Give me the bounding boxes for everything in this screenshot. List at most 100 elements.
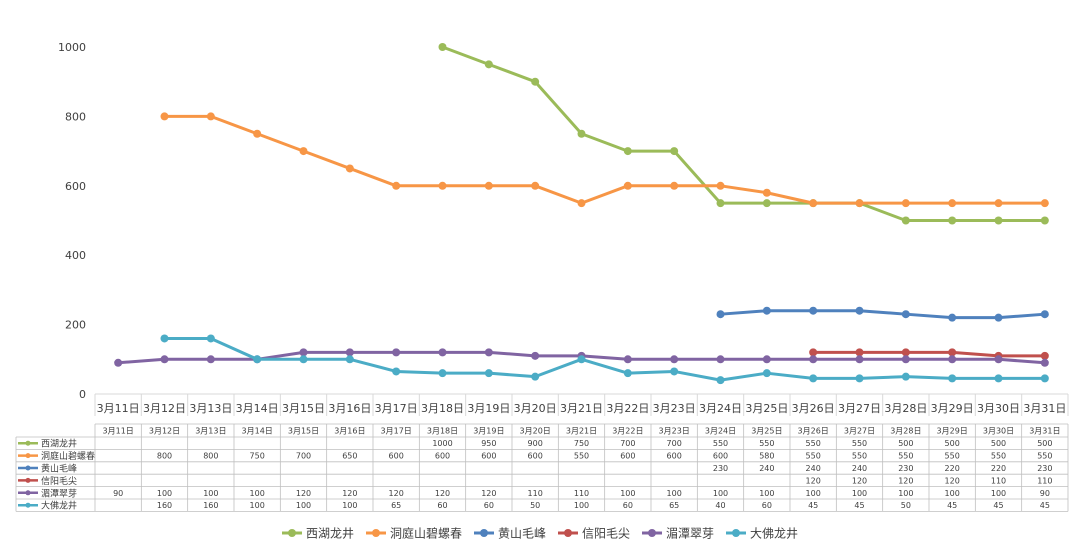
table-cell: 550 — [945, 452, 960, 461]
data-point — [994, 216, 1003, 225]
table-cell: 120 — [945, 476, 960, 485]
data-point — [253, 355, 262, 364]
table-cell: 600 — [620, 452, 635, 461]
legend-label: 洞庭山碧螺春 — [390, 526, 462, 541]
table-cell: 750 — [574, 439, 589, 448]
table-cell: 240 — [806, 464, 821, 473]
table-cell: 120 — [296, 489, 311, 498]
data-point — [809, 374, 818, 383]
table-cell: 220 — [945, 464, 960, 473]
table-cell: 500 — [945, 439, 960, 448]
data-point — [345, 164, 354, 173]
data-point — [299, 355, 308, 364]
data-point — [206, 334, 215, 343]
table-cell: 100 — [342, 501, 357, 510]
series-line — [441, 45, 1047, 222]
table-cell: 550 — [574, 452, 589, 461]
table-cell: 100 — [898, 489, 913, 498]
table-cell: 100 — [620, 489, 635, 498]
data-point — [1040, 351, 1049, 360]
series-line — [719, 309, 1047, 320]
data-point — [531, 77, 540, 86]
table-cell: 750 — [250, 452, 265, 461]
series-line — [163, 336, 1047, 382]
table-cell: 100 — [250, 501, 265, 510]
data-point — [484, 369, 493, 378]
x-tick-label: 3月21日 — [560, 402, 603, 415]
data-point — [948, 374, 957, 383]
table-cell: 65 — [669, 501, 679, 510]
x-tick-label: 3月11日 — [97, 402, 140, 415]
data-point — [716, 355, 725, 364]
x-tick-label: 3月18日 — [421, 402, 464, 415]
x-tick-label: 3月14日 — [236, 402, 279, 415]
x-tick-label: 3月31日 — [1023, 402, 1066, 415]
table-cell: 110 — [1037, 476, 1052, 485]
table-cell: 800 — [203, 452, 218, 461]
legend-swatch-marker — [480, 529, 488, 537]
table-cell: 900 — [528, 439, 543, 448]
data-point — [345, 348, 354, 357]
legend: 西湖龙井 洞庭山碧螺春 黄山毛峰 信阳毛尖 湄潭翠芽 大佛龙井 — [282, 526, 798, 541]
table-cell: 110 — [528, 489, 543, 498]
legend-label: 信阳毛尖 — [582, 527, 630, 541]
table-row-swatch-marker — [25, 440, 31, 446]
table-cell: 100 — [806, 489, 821, 498]
table-cell: 65 — [391, 501, 401, 510]
table-cell: 45 — [1040, 501, 1050, 510]
data-point — [577, 355, 586, 364]
data-point — [114, 358, 123, 367]
data-point — [670, 147, 679, 156]
data-point — [392, 367, 401, 376]
x-tick-label: 3月13日 — [189, 402, 232, 415]
data-point — [1040, 374, 1049, 383]
table-header-cell: 3月16日 — [334, 427, 365, 436]
table-header-cell: 3月20日 — [520, 427, 551, 436]
table-cell: 100 — [157, 489, 172, 498]
legend-swatch-marker — [648, 529, 656, 537]
table-header-cell: 3月15日 — [288, 427, 319, 436]
table-cell: 230 — [898, 464, 913, 473]
data-point — [855, 348, 864, 357]
data-point — [762, 369, 771, 378]
table-header-cell: 3月11日 — [103, 427, 134, 436]
data-point — [484, 348, 493, 357]
data-point — [623, 369, 632, 378]
x-tick-label: 3月28日 — [884, 402, 927, 415]
table-cell: 580 — [759, 452, 774, 461]
x-tick-label: 3月20日 — [514, 402, 557, 415]
data-point — [392, 181, 401, 190]
data-point — [206, 112, 215, 121]
plot-area — [114, 43, 1049, 385]
table-row-swatch-marker — [25, 490, 31, 496]
data-point — [531, 372, 540, 381]
data-point — [901, 372, 910, 381]
table-cell: 100 — [667, 489, 682, 498]
x-tick-label: 3月16日 — [328, 402, 371, 415]
y-tick-label: 200 — [65, 319, 86, 332]
table-cell: 60 — [762, 501, 772, 510]
table-cell: 60 — [484, 501, 494, 510]
table-cell: 700 — [667, 439, 682, 448]
table-row-swatch-marker — [25, 477, 31, 483]
data-point — [948, 348, 957, 357]
table-header-cell: 3月18日 — [427, 427, 458, 436]
data-point — [623, 147, 632, 156]
y-tick-label: 0 — [79, 388, 86, 401]
table-header-cell: 3月19日 — [473, 427, 504, 436]
data-point — [1040, 310, 1049, 319]
data-point — [855, 374, 864, 383]
table-cell: 700 — [620, 439, 635, 448]
table-cell: 550 — [759, 439, 774, 448]
table-cell: 120 — [389, 489, 404, 498]
x-tick-label: 3月17日 — [375, 402, 418, 415]
table-cell: 600 — [389, 452, 404, 461]
data-point — [716, 199, 725, 208]
data-point — [901, 216, 910, 225]
table-header-cell: 3月21日 — [566, 427, 597, 436]
table-cell: 600 — [528, 452, 543, 461]
table-cell: 650 — [342, 452, 357, 461]
table-cell: 600 — [713, 452, 728, 461]
data-point — [948, 199, 957, 208]
table-header-cell: 3月12日 — [149, 427, 180, 436]
